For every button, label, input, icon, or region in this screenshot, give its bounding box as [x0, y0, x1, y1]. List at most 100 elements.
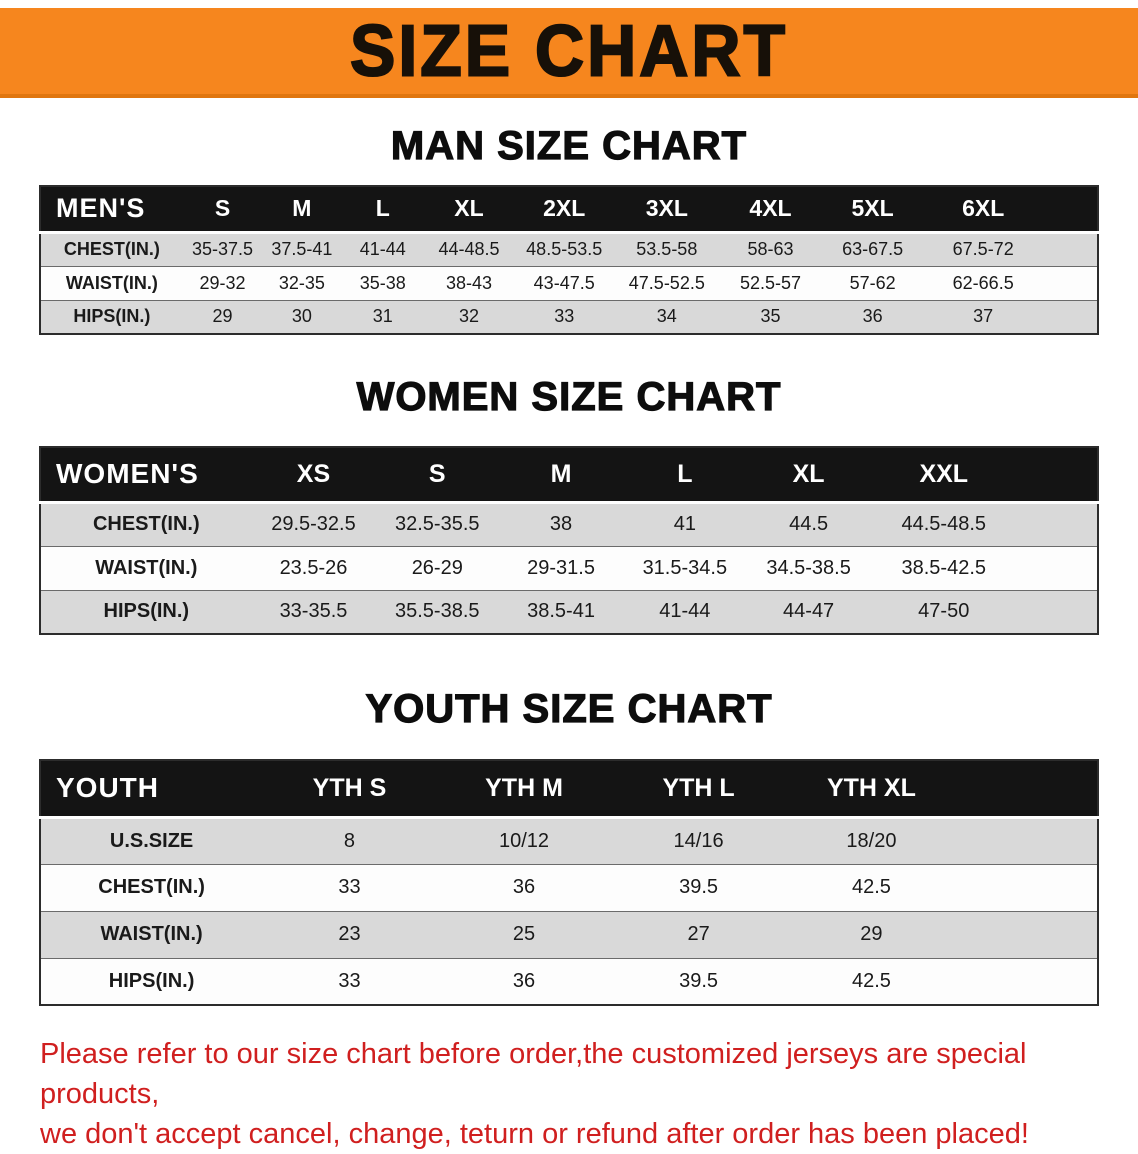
row-label: CHEST(IN.) — [92, 513, 200, 535]
row-label: WAIST(IN.) — [95, 556, 198, 579]
size-cell: 39.5 — [679, 969, 719, 992]
size-cell: 29-32 — [199, 272, 246, 293]
size-cell: 33-35.5 — [279, 600, 348, 623]
size-cell: 35-38 — [359, 272, 406, 293]
youth-column-header: YTH XL — [785, 760, 1098, 819]
youth-section: YOUTH SIZE CHART YOUTH YTH S YTH M YTH L… — [0, 686, 1138, 1006]
banner: SIZE CHART — [0, 8, 1138, 98]
size-cell: 30 — [291, 306, 312, 327]
women-column-header: XS — [251, 447, 376, 504]
size-cell: 57-62 — [849, 272, 896, 293]
size-cell: 38.5-42.5 — [901, 556, 986, 579]
size-cell: 37.5-41 — [271, 239, 333, 259]
page-title: SIZE CHART — [349, 10, 788, 93]
size-cell: 41 — [673, 513, 696, 535]
size-cell: 29 — [212, 306, 233, 327]
men-hips-row: HIPS(IN.) 29 30 31 32 33 34 35 36 37 — [40, 300, 1098, 334]
size-cell: 38.5-41 — [527, 600, 595, 623]
women-header-row: WOMEN'S XS S M L XL XXL — [40, 447, 1098, 504]
men-column-header: 5XL — [821, 186, 924, 234]
women-hips-row: HIPS(IN.) 33-35.5 35.5-38.5 38.5-41 41-4… — [40, 590, 1098, 634]
size-cell: 42.5 — [851, 876, 891, 898]
row-label: CHEST(IN.) — [63, 239, 160, 259]
youth-ussize-row: U.S.SIZE 8 10/12 14/16 18/20 — [40, 817, 1098, 864]
size-cell: 39.5 — [679, 876, 719, 898]
men-header-row: MEN'S S M L XL 2XL 3XL 4XL 5XL 6XL — [40, 186, 1098, 234]
men-column-header: S — [182, 186, 263, 234]
size-cell: 44-48.5 — [438, 239, 500, 259]
size-cell: 18/20 — [846, 829, 897, 852]
men-waist-row: WAIST(IN.) 29-32 32-35 35-38 38-43 43-47… — [40, 266, 1098, 300]
size-cell: 29-31.5 — [527, 556, 595, 579]
row-label: CHEST(IN.) — [98, 876, 205, 898]
size-cell: 14/16 — [673, 829, 724, 852]
size-cell: 44-47 — [783, 600, 835, 623]
size-cell: 29.5-32.5 — [271, 513, 356, 535]
size-cell: 44.5-48.5 — [901, 513, 986, 535]
size-cell: 32-35 — [278, 272, 325, 293]
youth-waist-row: WAIST(IN.) 23 25 27 29 — [40, 911, 1098, 958]
size-cell: 26-29 — [411, 556, 463, 579]
row-label: HIPS(IN.) — [108, 969, 195, 992]
size-cell: 31 — [372, 306, 393, 327]
size-cell: 29 — [860, 923, 883, 945]
youth-header-row: YOUTH YTH S YTH M YTH L YTH XL — [40, 760, 1098, 819]
size-cell: 48.5-53.5 — [526, 239, 603, 259]
size-cell: 37 — [973, 306, 994, 327]
women-column-header: L — [622, 447, 747, 504]
row-label: U.S.SIZE — [109, 829, 194, 852]
size-cell: 44.5 — [789, 513, 829, 535]
men-heading: MAN SIZE CHART — [390, 123, 748, 168]
row-label: WAIST(IN.) — [100, 923, 203, 945]
disclaimer-line-1: Please refer to our size chart before or… — [40, 1038, 1027, 1111]
size-cell: 58-63 — [747, 239, 794, 259]
size-cell: 33 — [338, 969, 361, 992]
size-cell: 25 — [512, 923, 536, 945]
size-cell: 41-44 — [359, 239, 406, 259]
size-cell: 36 — [862, 306, 883, 327]
men-column-header: 4XL — [719, 186, 822, 234]
size-cell: 33 — [338, 876, 361, 898]
size-chart-page: SIZE CHART MAN SIZE CHART MEN'S S M L XL… — [0, 8, 1138, 1154]
men-table-label: MEN'S — [40, 186, 183, 234]
row-label: WAIST(IN.) — [65, 272, 158, 293]
size-cell: 53.5-58 — [636, 239, 698, 259]
size-cell: 35.5-38.5 — [395, 600, 480, 623]
size-cell: 43-47.5 — [533, 272, 595, 293]
men-column-header: M — [262, 186, 342, 234]
men-column-header: 6XL — [923, 186, 1098, 234]
men-column-header: XL — [424, 186, 514, 234]
men-chest-row: CHEST(IN.) 35-37.5 37.5-41 41-44 44-48.5… — [40, 232, 1098, 266]
size-cell: 33 — [554, 306, 575, 327]
size-cell: 10/12 — [498, 829, 550, 852]
size-cell: 35 — [760, 306, 781, 327]
women-heading: WOMEN SIZE CHART — [356, 374, 782, 419]
youth-column-header: YTH S — [262, 760, 437, 819]
size-cell: 38 — [549, 513, 573, 535]
size-cell: 67.5-72 — [952, 239, 1014, 259]
women-size-table: WOMEN'S XS S M L XL XXL CHEST(IN.) 29.5-… — [39, 446, 1099, 635]
youth-size-table: YOUTH YTH S YTH M YTH L YTH XL U.S.SIZE … — [39, 759, 1099, 1006]
row-label: HIPS(IN.) — [73, 306, 151, 327]
women-table-label: WOMEN'S — [40, 447, 252, 504]
youth-column-header: YTH L — [611, 760, 786, 819]
size-cell: 41-44 — [659, 600, 711, 623]
men-size-table: MEN'S S M L XL 2XL 3XL 4XL 5XL 6XL CHEST… — [39, 185, 1099, 335]
women-column-header: XXL — [870, 447, 1098, 504]
size-cell: 32.5-35.5 — [395, 513, 480, 535]
size-cell: 32 — [458, 306, 479, 327]
size-cell: 47-50 — [918, 600, 970, 623]
women-column-header: M — [499, 447, 623, 504]
women-column-header: S — [375, 447, 500, 504]
women-waist-row: WAIST(IN.) 23.5-26 26-29 29-31.5 31.5-34… — [40, 546, 1098, 590]
men-column-header: L — [341, 186, 425, 234]
disclaimer-line-2: we don't accept cancel, change, teturn o… — [40, 1118, 1029, 1151]
disclaimer: Please refer to our size chart before or… — [0, 1034, 1138, 1154]
size-cell: 34 — [656, 306, 677, 327]
size-cell: 38-43 — [445, 272, 493, 293]
size-cell: 62-66.5 — [952, 272, 1014, 293]
size-cell: 23.5-26 — [279, 556, 348, 579]
men-column-header: 2XL — [513, 186, 615, 234]
size-cell: 47.5-52.5 — [628, 272, 705, 293]
row-label: HIPS(IN.) — [103, 600, 190, 623]
